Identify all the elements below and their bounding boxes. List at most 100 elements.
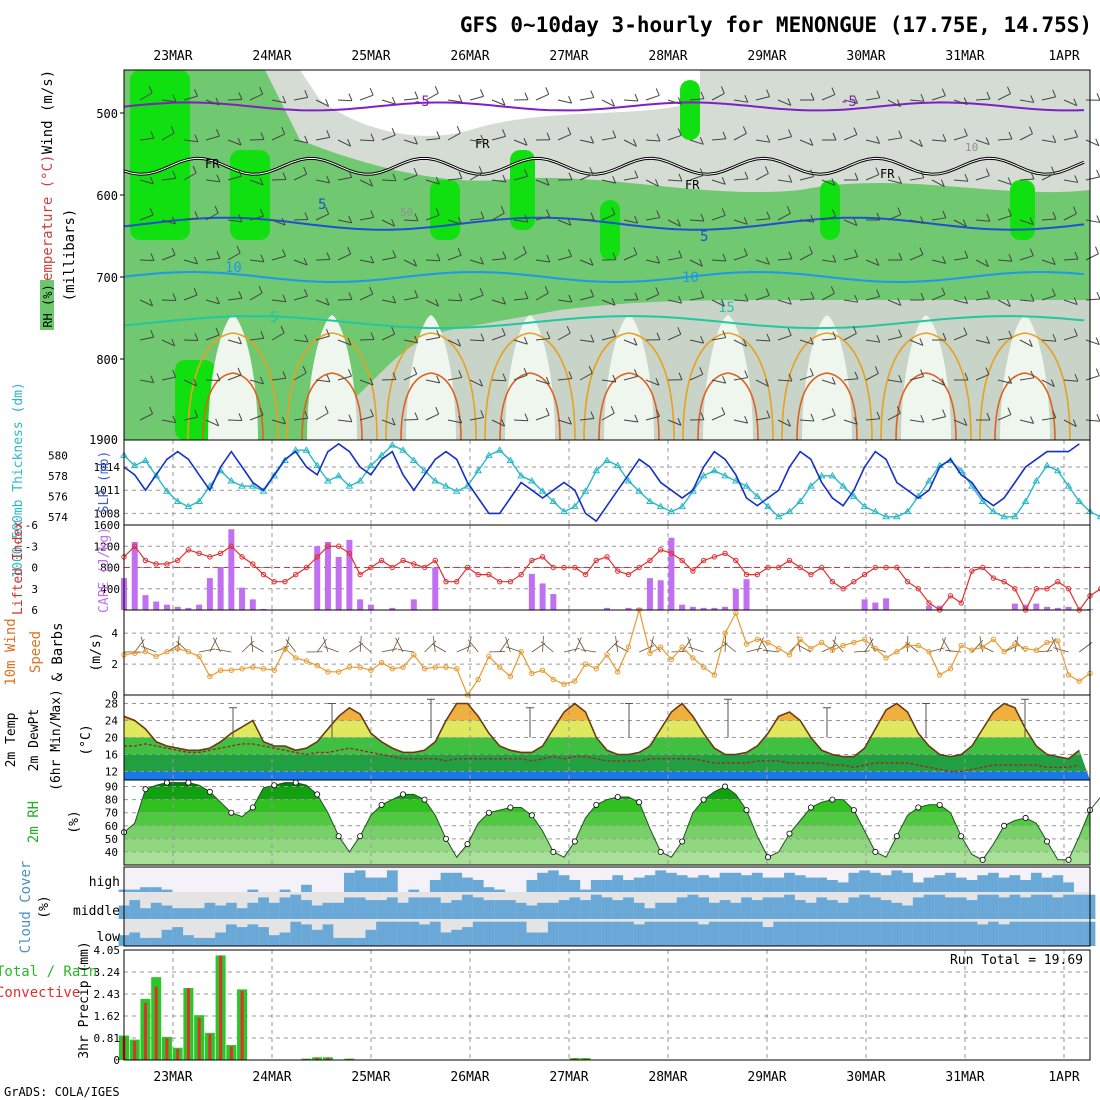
temp-contour-15 [123,315,1085,330]
wind-barb [821,259,836,263]
wind-barb [1030,370,1035,379]
thickness-marker [334,471,343,479]
cloud-bar [644,875,656,892]
tick-label: 12 [105,766,118,779]
wind-barb [645,259,660,264]
li-marker [335,543,342,549]
wind-barb [359,94,374,101]
cloud-bar [601,921,613,946]
wind-barb [170,125,175,134]
temp-band [124,771,1090,780]
y-label-thickness: 1000-500mb Thickness (dm) [11,382,26,578]
wind-marker [207,673,213,680]
wind-barb [777,299,792,305]
wind-barb [535,292,549,301]
cloud-bar [440,872,452,892]
thickness-marker [1064,482,1073,489]
wind-barb [281,416,286,425]
rh-band [124,799,1090,813]
wind-barb [337,339,352,346]
wind-barb [975,139,990,146]
wind-barb [237,168,242,177]
wind-barb [821,379,836,385]
wind-barb [975,339,990,344]
date-label: 27MAR [549,49,588,64]
wind-barb [369,408,374,417]
wind-barb [205,212,219,221]
wind-barb [458,415,463,424]
y-label-units: (°C) [79,724,94,755]
cloud-bar [848,921,860,946]
wind-barb [711,179,726,185]
wind-barb [227,374,242,381]
wind-barb [238,413,243,421]
wind-marker [733,610,739,616]
wind-barb [535,338,550,341]
wind-barb [469,172,483,181]
wind-marker [303,658,310,664]
wind-barb [853,417,858,425]
wind-barb [391,417,396,426]
cloud-bar [236,927,248,946]
wind-barb [689,139,704,145]
li-marker [915,586,921,592]
tick-label: 578 [48,470,68,483]
wind-barb [579,339,594,343]
y-label-temp: Temperature (°C) [40,155,56,290]
cloud-bar [859,921,870,946]
cape-bar [410,599,417,610]
panel-frame [123,866,1091,947]
tick-label: 574 [48,511,68,524]
date-label: 30MAR [846,1070,885,1085]
wind-barb [435,208,440,216]
wind-barb [227,219,242,223]
wind-barb [524,413,529,421]
wind-barb [809,138,814,146]
wind-barb [457,338,462,347]
cloud-bar [666,872,677,892]
wind-barb [633,338,638,346]
wind-barb [469,379,483,387]
cape-bar [389,607,396,610]
wind-barb [634,215,639,224]
wind-barb [1052,334,1057,342]
wind-barb [1051,288,1056,296]
wind-barb [478,166,483,174]
tick-label: 40 [105,846,118,859]
wind-barb [491,299,506,305]
li-marker [282,578,288,585]
wind-marker [539,667,546,673]
thickness-marker [130,461,139,469]
top-date-axis: 23MAR 24MAR 25MAR 26MAR 27MAR 28MAR 29MAR 30MAR… [153,49,1079,64]
wind-barb [854,96,859,104]
wind-barb [671,650,688,653]
wind-barb [611,207,616,215]
wind-barb [436,131,441,139]
wind-marker [625,644,632,650]
temp-contour-20 [286,332,378,441]
wind-barb [391,218,396,227]
wind-barb [920,216,925,224]
thickness-marker [345,482,354,489]
li-marker [743,571,750,578]
wind-barb [1073,98,1078,106]
wind-barb [810,413,815,422]
date-label: 23MAR [153,49,192,64]
cloud-bar [451,929,463,946]
wind-barb [479,288,484,296]
wind-barb [1019,178,1035,181]
wind-barb [302,365,307,374]
date-label: 1APR [1048,1070,1079,1085]
wind-barb [853,218,858,226]
wind-barb [325,98,330,107]
wind-barb [337,419,352,423]
rh-marker [958,833,965,840]
freezing-level-inner [123,157,1085,175]
cloud-bar [676,875,688,892]
wind-barb [865,174,880,181]
wind-barb [601,412,615,421]
wind-barb [898,176,903,184]
wind-barb [227,339,242,345]
cloud-bar [129,900,141,919]
precip-conv-bar [176,1049,180,1060]
